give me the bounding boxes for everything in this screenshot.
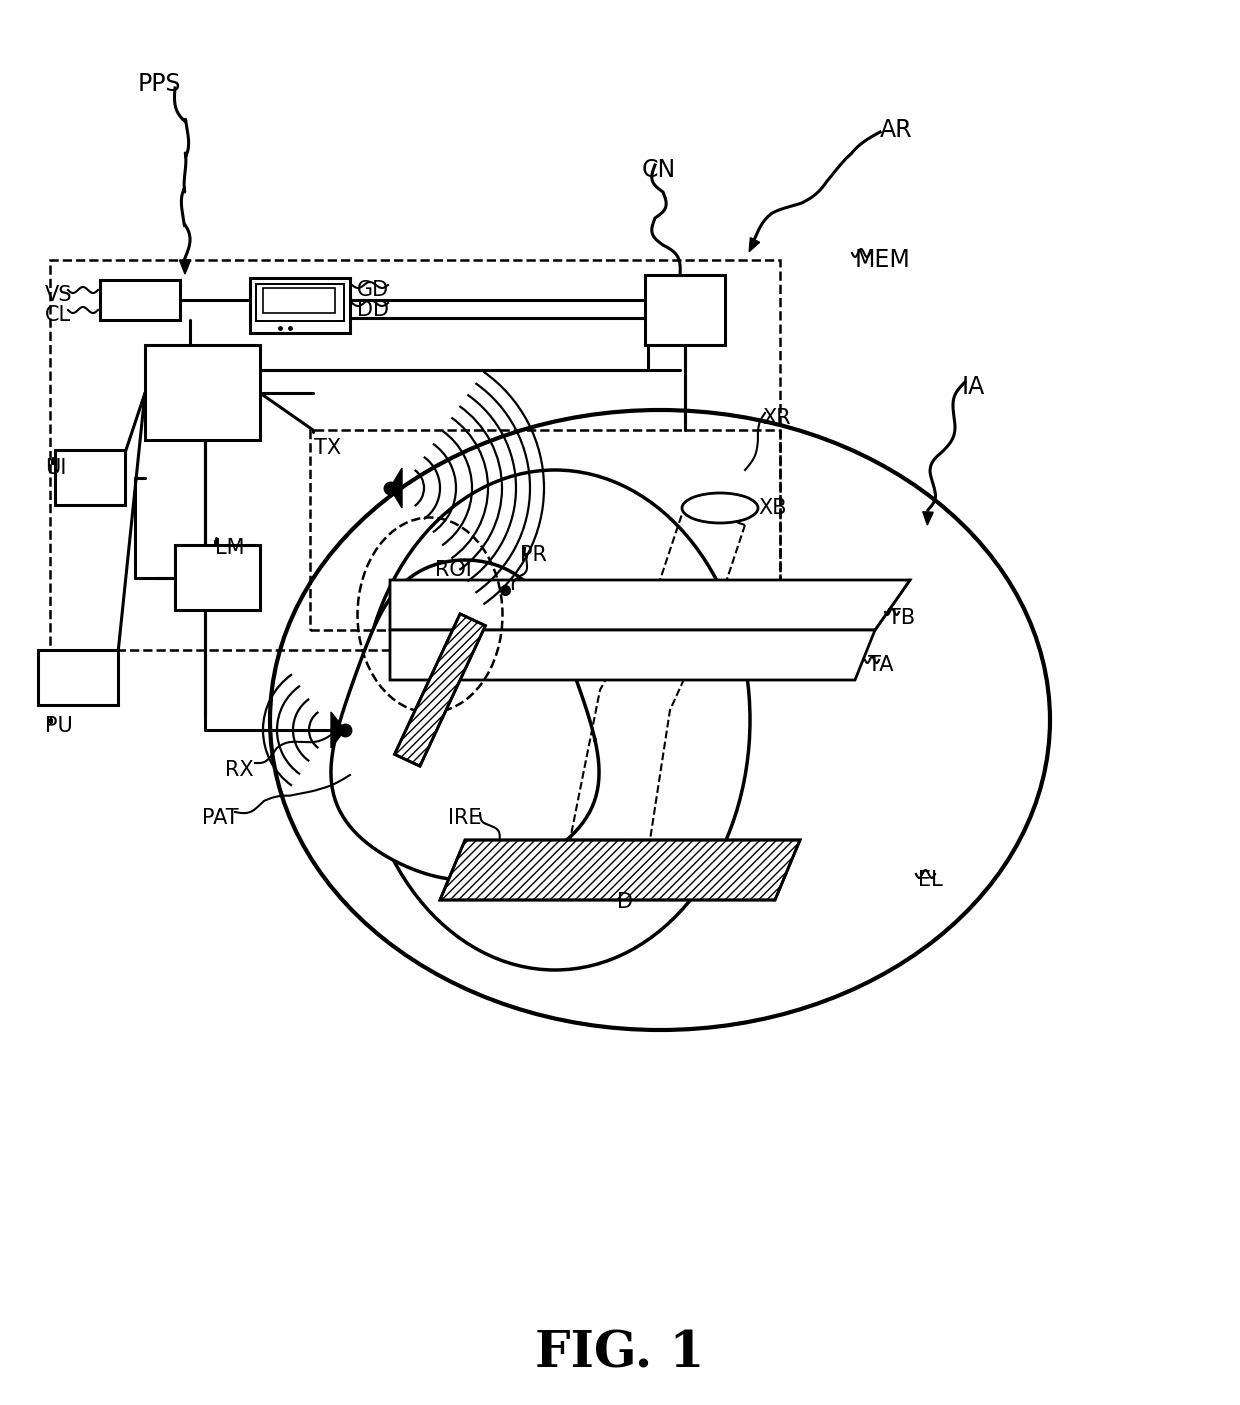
Text: PAT: PAT [202, 808, 238, 828]
Ellipse shape [270, 410, 1050, 1030]
Text: IRE: IRE [448, 808, 481, 828]
Bar [394, 614, 485, 766]
Bar [50, 260, 780, 651]
Text: IA: IA [962, 375, 986, 399]
Text: PR: PR [520, 545, 547, 565]
Bar [250, 278, 350, 333]
Text: GD: GD [357, 280, 389, 301]
Bar [145, 346, 260, 440]
Text: ROI: ROI [435, 561, 471, 580]
Bar [38, 651, 118, 705]
Polygon shape [749, 237, 760, 251]
Text: CL: CL [45, 305, 71, 325]
Ellipse shape [360, 471, 750, 969]
Text: XR: XR [763, 407, 791, 429]
Text: UI: UI [45, 458, 67, 478]
Polygon shape [331, 712, 345, 747]
Text: TB: TB [888, 608, 915, 628]
Text: TA: TA [868, 655, 894, 674]
Text: VS: VS [45, 285, 72, 305]
Polygon shape [440, 840, 800, 901]
Text: D: D [618, 892, 632, 912]
Polygon shape [331, 561, 599, 880]
Bar [310, 430, 780, 629]
Text: EL: EL [918, 870, 942, 889]
Text: FIG. 1: FIG. 1 [536, 1331, 704, 1378]
Text: DD: DD [357, 301, 389, 320]
Polygon shape [180, 260, 191, 274]
Bar [263, 288, 335, 313]
Ellipse shape [682, 493, 758, 523]
Text: XB: XB [758, 497, 786, 518]
Text: MEM: MEM [856, 249, 910, 273]
Bar [255, 284, 343, 320]
Bar [394, 614, 485, 766]
Polygon shape [923, 511, 934, 525]
Bar [394, 614, 485, 766]
Text: AR: AR [880, 118, 913, 142]
Text: CN: CN [642, 157, 676, 183]
Bar [100, 280, 180, 320]
Polygon shape [391, 629, 875, 680]
Bar [55, 450, 125, 504]
Bar [645, 275, 725, 346]
Polygon shape [391, 468, 402, 509]
Text: RX: RX [224, 760, 254, 780]
Text: LM: LM [215, 538, 244, 558]
Text: PU: PU [45, 717, 73, 736]
Polygon shape [391, 580, 910, 629]
Text: TX: TX [314, 438, 341, 458]
Text: PPS: PPS [138, 72, 181, 96]
Bar [175, 545, 260, 610]
